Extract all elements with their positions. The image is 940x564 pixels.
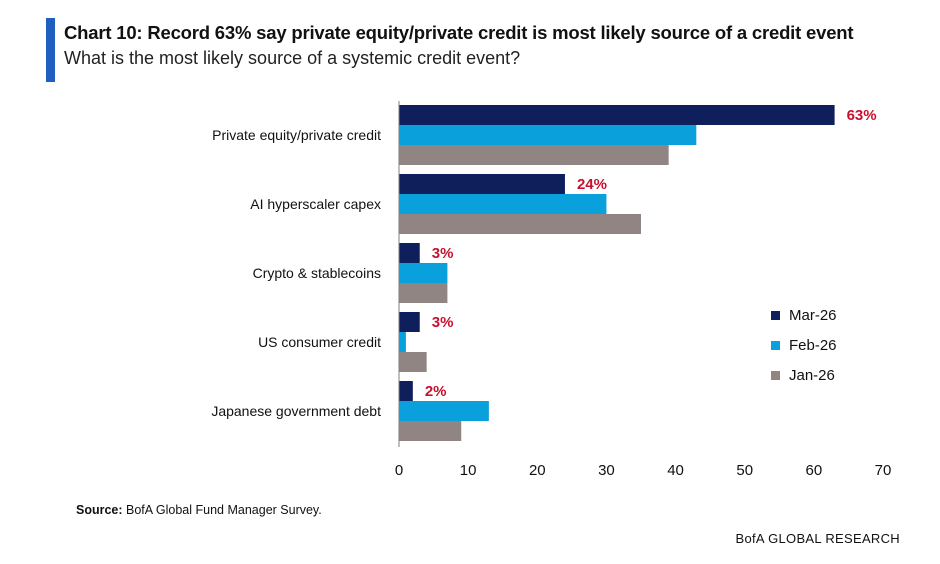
source-label: Source:	[76, 503, 123, 517]
category-label: Japanese government debt	[211, 403, 381, 419]
x-tick-label: 0	[395, 462, 403, 479]
category-label: AI hyperscaler capex	[250, 196, 381, 212]
legend-swatch	[771, 341, 780, 350]
x-tick-label: 50	[736, 462, 753, 479]
bar-feb-26	[399, 263, 448, 283]
bar-jan-26	[399, 145, 669, 165]
data-label: 24%	[577, 176, 607, 193]
bar-feb-26	[399, 125, 697, 145]
data-label: 2%	[425, 383, 447, 400]
bar-mar-26	[399, 312, 420, 332]
x-tick-label: 70	[875, 462, 892, 479]
legend-swatch	[771, 371, 780, 380]
bar-mar-26	[399, 174, 565, 194]
category-label: Crypto & stablecoins	[253, 265, 381, 281]
bar-feb-26	[399, 194, 607, 214]
bar-feb-26	[399, 332, 406, 352]
category-label: Private equity/private credit	[212, 127, 381, 143]
chart-subtitle: What is the most likely source of a syst…	[64, 48, 521, 68]
bar-mar-26	[399, 243, 420, 263]
bar-jan-26	[399, 214, 641, 234]
data-label: 3%	[432, 245, 454, 262]
bar-jan-26	[399, 352, 427, 372]
bar-jan-26	[399, 283, 448, 303]
legend-label: Mar-26	[789, 307, 837, 324]
x-tick-label: 40	[667, 462, 684, 479]
x-tick-label: 20	[529, 462, 546, 479]
bar-jan-26	[399, 421, 462, 441]
data-label: 63%	[847, 107, 877, 124]
category-label: US consumer credit	[258, 334, 381, 350]
data-label: 3%	[432, 314, 454, 331]
source-text: BofA Global Fund Manager Survey.	[122, 503, 322, 517]
legend-swatch	[771, 311, 780, 320]
x-tick-label: 30	[598, 462, 615, 479]
source-note: Source: BofA Global Fund Manager Survey.	[76, 503, 322, 517]
chart-title: Chart 10: Record 63% say private equity/…	[64, 22, 854, 43]
bar-feb-26	[399, 401, 489, 421]
legend-label: Jan-26	[789, 367, 835, 384]
x-tick-label: 60	[806, 462, 823, 479]
brand-label: BofA GLOBAL RESEARCH	[735, 531, 900, 546]
bar-mar-26	[399, 381, 413, 401]
x-tick-label: 10	[460, 462, 477, 479]
legend-label: Feb-26	[789, 337, 837, 354]
bar-mar-26	[399, 105, 835, 125]
title-accent-bar	[46, 18, 55, 82]
